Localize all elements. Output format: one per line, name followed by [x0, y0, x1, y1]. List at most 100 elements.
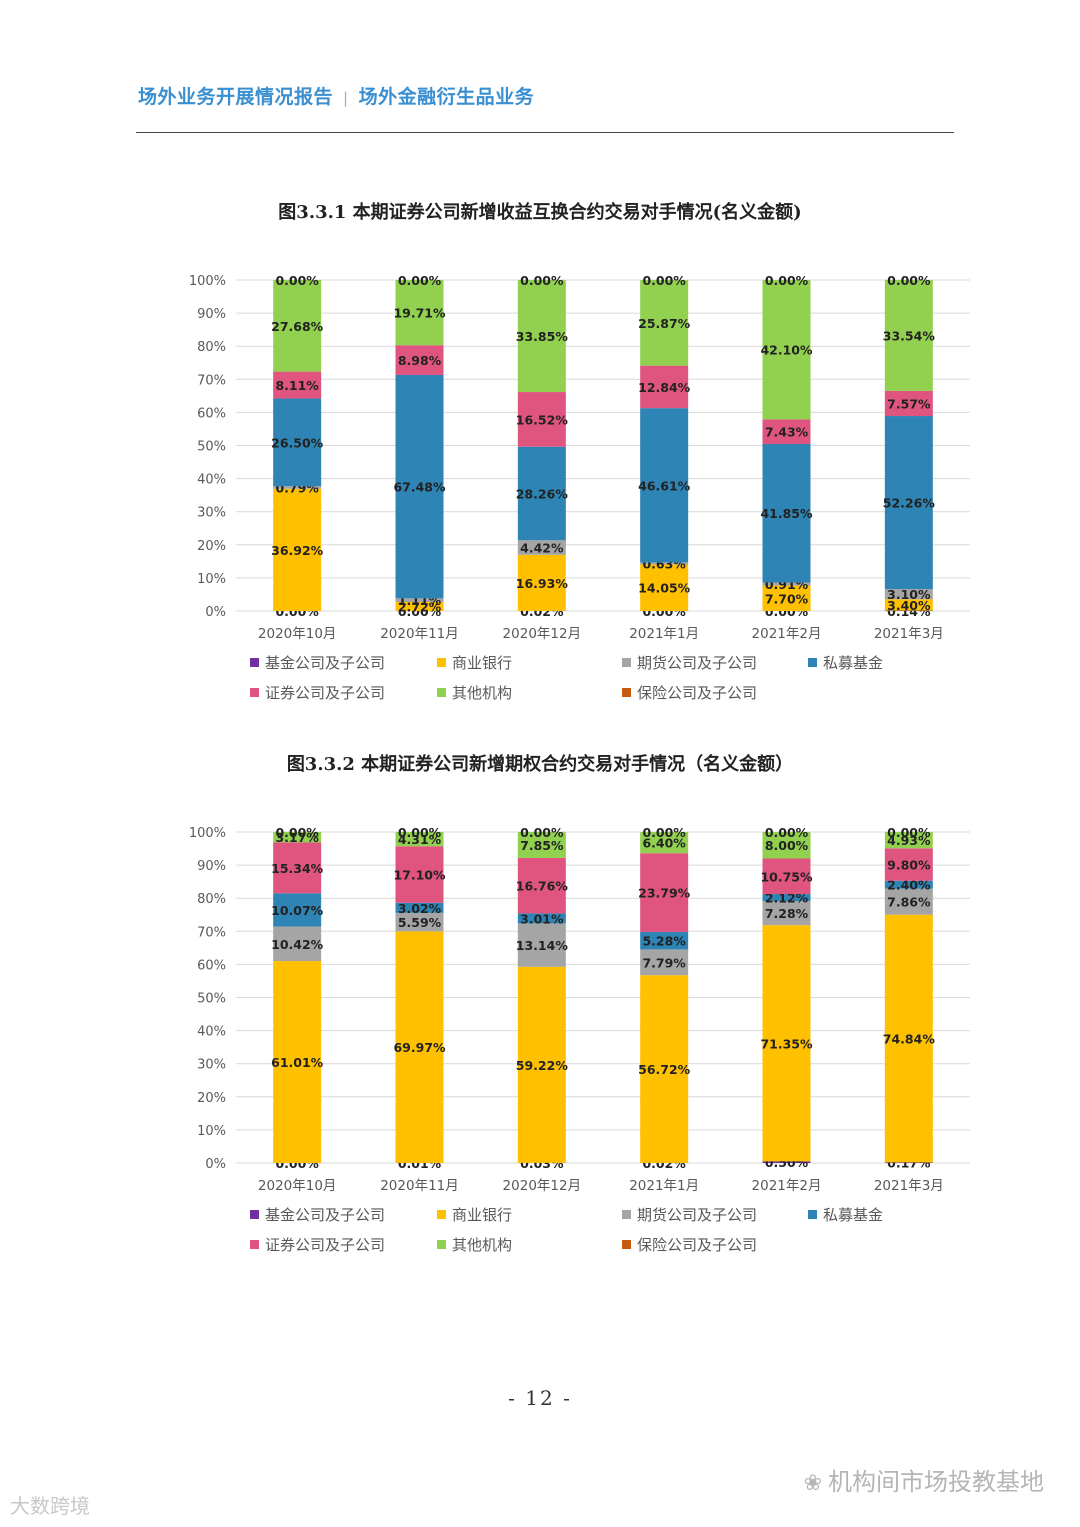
header-rule — [136, 132, 954, 133]
bar-segment — [517, 392, 566, 447]
bar-segment — [640, 931, 689, 950]
bar-segment — [273, 371, 322, 399]
data-label: 13.14% — [516, 938, 569, 953]
data-label: 74.84% — [883, 1032, 936, 1047]
legend-swatch — [437, 658, 446, 667]
data-label: 61.01% — [271, 1055, 324, 1070]
y-tick-label: 30% — [197, 506, 226, 521]
y-tick-label: 70% — [197, 925, 226, 940]
data-label: 16.52% — [516, 412, 569, 427]
data-label: 17.10% — [393, 868, 446, 883]
bar-segment — [640, 408, 689, 563]
bar-segment — [517, 280, 566, 393]
bar-segment — [884, 589, 933, 600]
legend-swatch — [437, 1240, 446, 1249]
data-label: 3.40% — [887, 598, 931, 613]
bar-segment — [762, 901, 811, 926]
bar-segment — [640, 280, 689, 366]
bar-segment — [884, 390, 933, 417]
y-tick-label: 80% — [197, 892, 226, 907]
data-label: 56.72% — [638, 1062, 691, 1077]
bar-segment — [395, 601, 444, 611]
y-tick-label: 80% — [197, 340, 226, 355]
bar-segment — [273, 831, 322, 843]
data-label: 14.05% — [638, 581, 691, 596]
chart-1-title: 图3.3.1 本期证券公司新增收益互换合约交易对手情况(名义金额) — [278, 202, 802, 223]
legend-label: 保险公司及子公司 — [637, 1236, 757, 1254]
data-label: 4.31% — [398, 832, 442, 847]
legend-swatch — [622, 658, 631, 667]
data-label: 0.00% — [520, 825, 564, 840]
legend-label: 其他机构 — [452, 684, 512, 702]
data-label: 59.22% — [516, 1058, 569, 1073]
bar-segment — [517, 857, 566, 914]
legend-swatch — [808, 1210, 817, 1219]
header-separator: | — [343, 89, 349, 107]
data-label: 16.76% — [516, 879, 569, 894]
bar-segment — [395, 846, 444, 903]
data-label: 23.79% — [638, 886, 691, 901]
bar-segment — [762, 832, 811, 859]
bar-segment — [273, 842, 322, 894]
y-tick-label: 40% — [197, 1025, 226, 1040]
bar-segment — [884, 416, 933, 590]
data-label: 36.92% — [271, 543, 324, 558]
data-label: 67.48% — [393, 480, 446, 495]
data-label: 33.85% — [516, 329, 569, 344]
data-label: 33.54% — [883, 328, 936, 343]
legend-label: 证券公司及子公司 — [265, 1236, 385, 1254]
x-tick-label: 2020年12月 — [503, 626, 582, 642]
legend-label: 期货公司及子公司 — [637, 654, 757, 672]
data-label: 4.93% — [887, 833, 931, 848]
data-label: 3.02% — [398, 901, 442, 916]
bar-segment — [884, 279, 933, 391]
data-label: 2.12% — [765, 891, 809, 906]
legend-label: 基金公司及子公司 — [265, 654, 385, 672]
data-label: 5.28% — [642, 934, 686, 949]
header-report-title: 场外业务开展情况报告 — [138, 86, 334, 108]
wechat-icon: ❀ — [803, 1471, 822, 1496]
chart-1: 0% 10% 20% 30% 40% 50% 60% 70% 80% 90% 100% 0.00% 36… — [189, 273, 970, 702]
data-label: 2.72% — [398, 599, 442, 614]
bar-segment — [517, 540, 566, 555]
source-watermark-text: 机构间市场投教基地 — [828, 1468, 1044, 1496]
bar-segment — [517, 923, 566, 967]
data-label: 12.84% — [638, 380, 691, 395]
x-tick-label: 2021年2月 — [752, 626, 822, 642]
x-tick-label: 2020年10月 — [258, 626, 337, 642]
bar-segment — [395, 902, 444, 913]
x-tick-label: 2021年3月 — [874, 626, 944, 642]
legend-swatch — [622, 1210, 631, 1219]
data-label: 6.40% — [642, 836, 686, 851]
x-tick-label: 2021年1月 — [629, 1178, 699, 1194]
legend-label: 保险公司及子公司 — [637, 684, 757, 702]
legend-swatch — [250, 658, 259, 667]
data-label: 0.00% — [275, 825, 319, 840]
bar-segment — [640, 853, 689, 932]
bar-segment — [762, 443, 811, 583]
data-label: 0.00% — [642, 273, 686, 288]
bar-segment — [517, 831, 566, 858]
bar-segment — [762, 1161, 811, 1163]
bar-segment — [884, 1162, 933, 1163]
legend-swatch — [250, 1210, 259, 1219]
bar-segment — [762, 894, 811, 902]
legend-label: 基金公司及子公司 — [265, 1206, 385, 1224]
legend-label: 其他机构 — [452, 1236, 512, 1254]
data-label: 7.28% — [765, 906, 809, 921]
bar-segment — [762, 419, 811, 444]
data-label: 10.75% — [760, 869, 813, 884]
brand-watermark-text: 大数跨境 — [10, 1494, 90, 1518]
data-label: 2.40% — [887, 878, 931, 893]
data-label: 69.97% — [393, 1040, 446, 1055]
data-label: 3.10% — [887, 587, 931, 602]
y-tick-label: 70% — [197, 373, 226, 388]
data-label: 7.86% — [887, 895, 931, 910]
source-watermark: ❀ 机构间市场投教基地 — [804, 1462, 1044, 1497]
data-label: 7.79% — [642, 955, 686, 970]
bar-segment — [884, 599, 933, 611]
bar-segment — [273, 893, 322, 927]
bar-segment — [395, 912, 444, 932]
data-label: 28.26% — [516, 486, 569, 501]
y-tick-label: 60% — [197, 406, 226, 421]
